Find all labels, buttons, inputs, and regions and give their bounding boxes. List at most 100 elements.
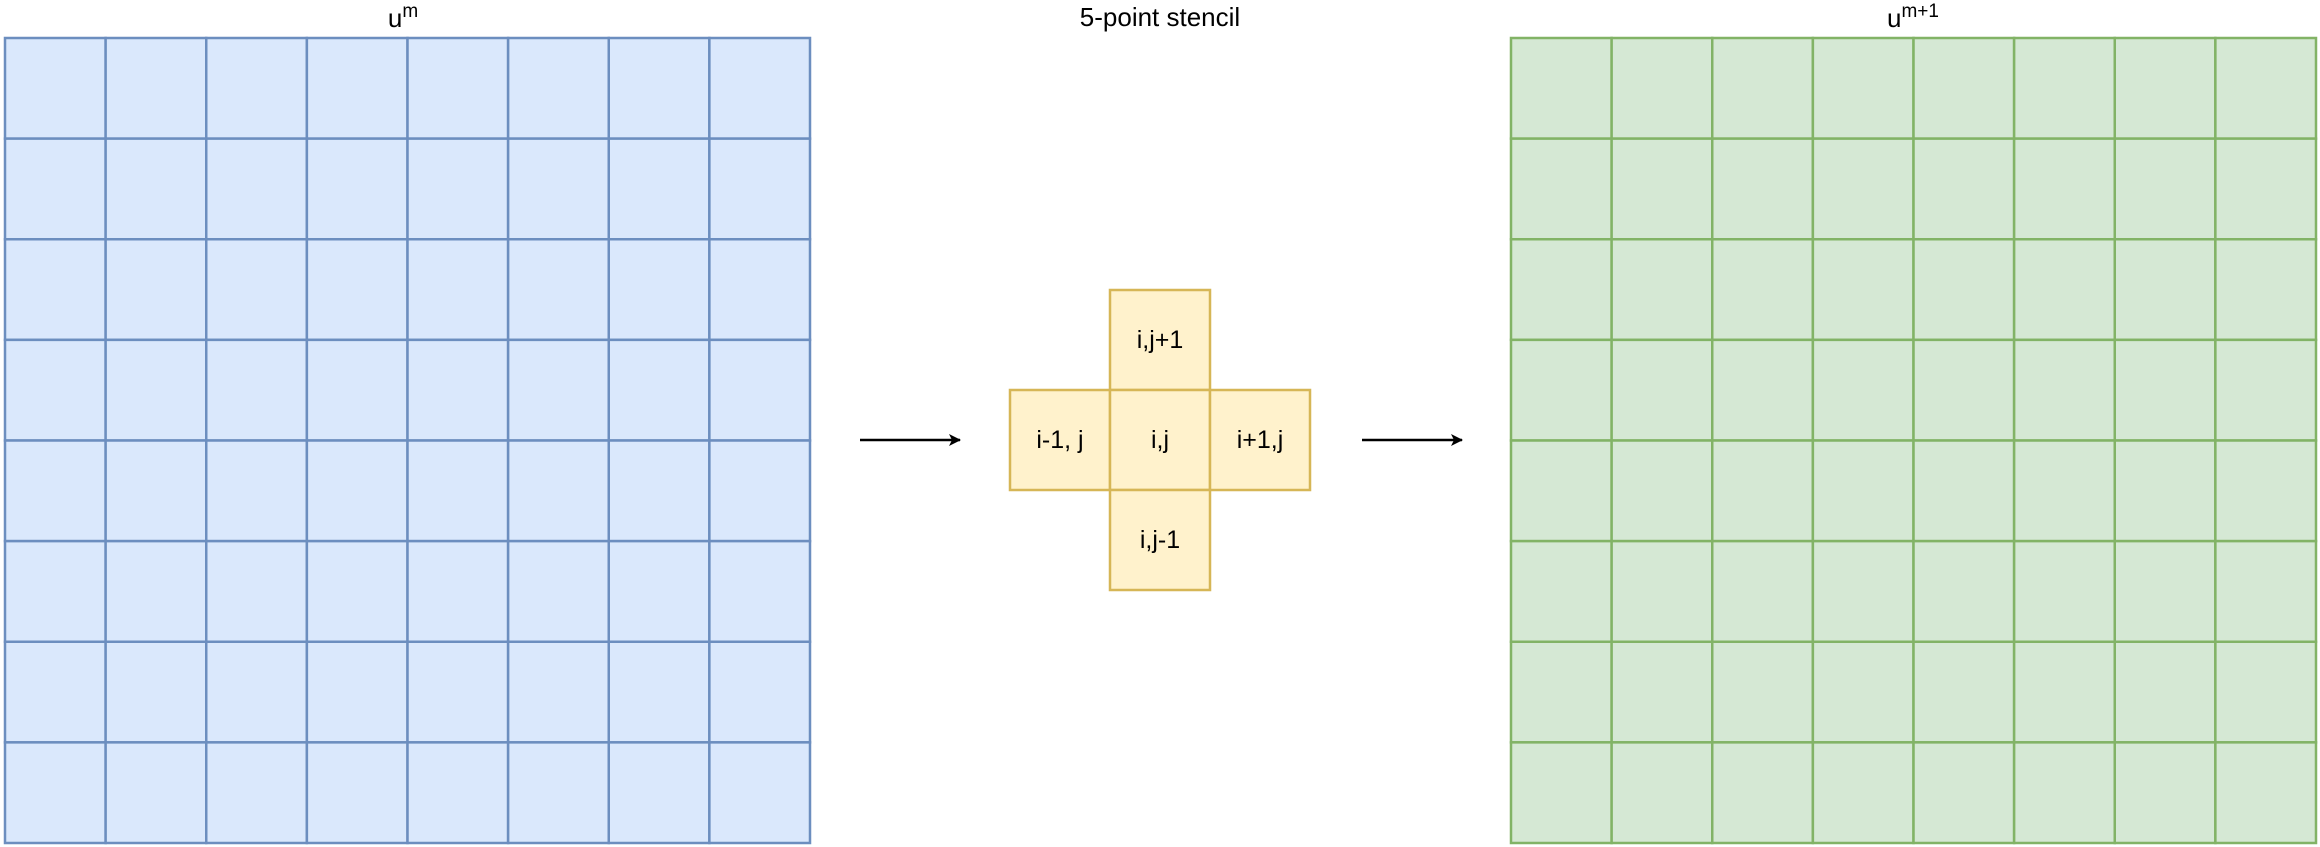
right-grid-cell <box>1711 741 1815 845</box>
left-grid-cell <box>406 238 510 342</box>
stencil-cell-left <box>1008 388 1112 492</box>
right-grid-cell <box>1509 137 1613 241</box>
right-grid-cell <box>1711 137 1815 241</box>
left-grid-cell <box>104 741 208 845</box>
left-grid-cell <box>506 137 610 241</box>
right-grid-cell <box>2012 338 2116 442</box>
left-grid-cell <box>205 539 309 643</box>
right-grid-cell <box>1811 439 1915 543</box>
left-grid-cell <box>708 741 812 845</box>
right-grid-cell <box>2113 36 2217 140</box>
left-grid-cell <box>607 238 711 342</box>
right-grid-cell <box>1509 539 1613 643</box>
stencil-cell-bottom <box>1108 488 1212 592</box>
right-grid-u-m-plus-1 <box>1509 36 2318 845</box>
right-grid-cell <box>1912 741 2016 845</box>
right-grid-cell <box>2012 238 2116 342</box>
right-grid-cell <box>1610 640 1714 744</box>
left-grid-cell <box>104 439 208 543</box>
left-grid-cell <box>305 137 409 241</box>
left-grid-title-base: u <box>388 3 402 33</box>
right-grid-cell <box>1912 539 2016 643</box>
left-grid-cell <box>305 741 409 845</box>
left-grid-cell <box>305 539 409 643</box>
left-grid-u-m <box>3 36 812 845</box>
stencil-label-left: i-1, j <box>1036 426 1083 454</box>
left-grid-cell <box>607 741 711 845</box>
left-grid-cell <box>104 238 208 342</box>
right-grid-cell <box>1711 640 1815 744</box>
right-grid-cell <box>1610 238 1714 342</box>
right-grid-cell <box>2113 539 2217 643</box>
right-grid-cell <box>1912 137 2016 241</box>
right-grid-cell <box>2113 741 2217 845</box>
left-grid-cell <box>3 640 107 744</box>
right-grid-cell <box>2012 539 2116 643</box>
left-grid-cell <box>506 741 610 845</box>
left-grid-cell <box>506 238 610 342</box>
left-grid-cell <box>3 539 107 643</box>
right-grid-cell <box>1811 238 1915 342</box>
right-grid-cell <box>1811 539 1915 643</box>
right-grid-cell <box>2113 338 2217 442</box>
right-grid-cell <box>2012 137 2116 241</box>
left-grid-cell <box>607 338 711 442</box>
right-grid-cell <box>1509 36 1613 140</box>
right-grid-title-base: u <box>1887 3 1901 33</box>
stencil-label-right: i+1,j <box>1237 426 1284 454</box>
right-grid-cell <box>2214 238 2318 342</box>
left-grid-cell <box>305 640 409 744</box>
left-grid-cell <box>406 137 510 241</box>
right-grid-cell <box>2113 238 2217 342</box>
left-grid-cell <box>205 36 309 140</box>
right-grid-cell <box>1912 238 2016 342</box>
left-grid-cell <box>406 36 510 140</box>
left-grid-cell <box>305 338 409 442</box>
right-grid-cell <box>1509 439 1613 543</box>
right-grid-cell <box>1811 741 1915 845</box>
left-grid-cell <box>607 137 711 241</box>
left-grid-cell <box>205 741 309 845</box>
right-grid-cell <box>1610 137 1714 241</box>
right-grid-cell <box>2113 439 2217 543</box>
right-grid-cell <box>1610 539 1714 643</box>
left-grid-cell <box>406 338 510 442</box>
left-grid-cell <box>3 238 107 342</box>
left-grid-cell <box>708 338 812 442</box>
right-grid-cell <box>2113 137 2217 241</box>
left-grid-cell <box>3 741 107 845</box>
right-grid-cell <box>2214 137 2318 241</box>
right-grid-cell <box>1610 36 1714 140</box>
right-grid-cell <box>1711 238 1815 342</box>
five-point-stencil: i,j+1 i-1, j i,j i+1,j i,j-1 <box>1008 288 1312 592</box>
left-grid-cell <box>3 338 107 442</box>
right-grid-cell <box>1711 338 1815 442</box>
right-grid-cell <box>1509 741 1613 845</box>
right-grid-cell <box>1711 539 1815 643</box>
right-grid-cell <box>1811 137 1915 241</box>
left-grid-title: um <box>388 1 418 33</box>
right-grid-cell <box>1610 741 1714 845</box>
left-grid-cell <box>607 36 711 140</box>
right-grid-cell <box>2214 741 2318 845</box>
right-grid-cell <box>1711 36 1815 140</box>
right-grid-cell <box>2012 36 2116 140</box>
right-grid-cell <box>1912 439 2016 543</box>
right-grid-cell <box>1912 36 2016 140</box>
right-grid-title: um+1 <box>1887 1 1939 33</box>
right-grid-cell <box>1509 338 1613 442</box>
left-grid-cell <box>607 439 711 543</box>
stencil-label-bottom: i,j-1 <box>1140 526 1180 554</box>
right-grid-cell <box>2012 741 2116 845</box>
right-grid-cell <box>2012 439 2116 543</box>
left-grid-cell <box>708 640 812 744</box>
left-grid-cell <box>708 439 812 543</box>
left-grid-cell <box>708 539 812 643</box>
left-grid-cell <box>506 36 610 140</box>
left-grid-cell <box>506 539 610 643</box>
left-grid-cell <box>104 137 208 241</box>
stencil-cell-right <box>1208 388 1312 492</box>
left-grid-cell <box>3 439 107 543</box>
right-grid-cell <box>1509 640 1613 744</box>
